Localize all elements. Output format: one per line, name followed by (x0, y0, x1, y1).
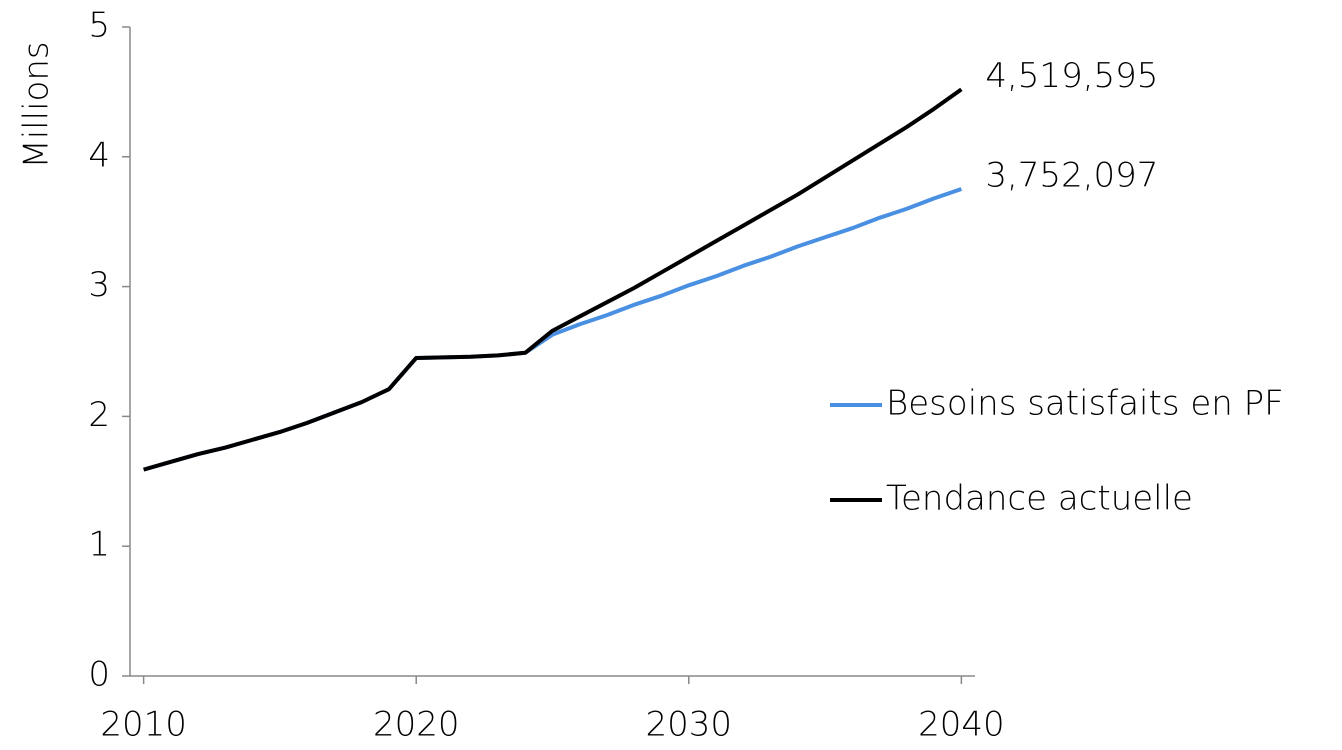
x-tick-label: 2010 (100, 705, 187, 745)
x-tick-label: 2040 (918, 705, 1005, 745)
value-label: 4,519,595 (985, 56, 1158, 96)
y-tick-label: 2 (88, 395, 110, 435)
x-tick-label: 2020 (373, 705, 460, 745)
y-tick-label: 5 (88, 6, 110, 46)
legend-label: Tendance actuelle (886, 479, 1193, 519)
y-tick-label: 1 (88, 525, 110, 565)
legend-label: Besoins satisfaits en PF (886, 384, 1284, 424)
y-tick-label: 4 (88, 135, 110, 175)
y-tick-label: 0 (88, 655, 110, 695)
y-axis-label: Millions (17, 41, 57, 168)
series-line (143, 87, 963, 472)
x-tick-label: 2030 (646, 705, 733, 745)
y-tick-label: 3 (88, 265, 110, 305)
value-label: 3,752,097 (985, 155, 1158, 195)
